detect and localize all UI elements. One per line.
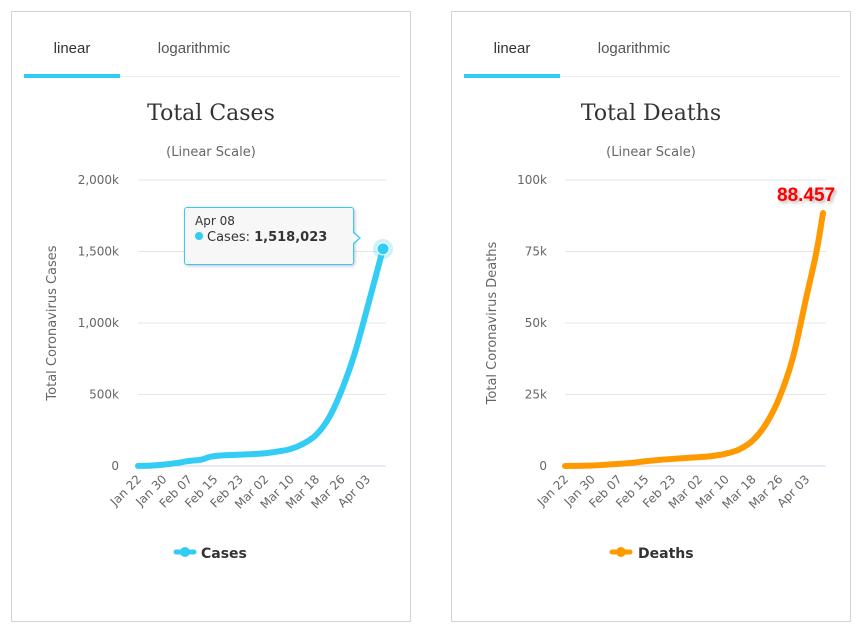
latest-value-annotation: 88.457 (777, 185, 836, 206)
tooltip-date: Apr 08 (195, 214, 235, 228)
deaths-chart: Total Deaths (Linear Scale) Total Corona… (485, 101, 826, 562)
tab-linear[interactable]: linear (24, 40, 120, 78)
series-deaths (562, 210, 826, 469)
tooltip-value: 1,518,023 (254, 230, 328, 245)
legend-symbol-icon (609, 547, 633, 557)
deaths-panel: linear logarithmic (451, 11, 851, 622)
active-tab-indicator (464, 74, 560, 78)
y-tick-label: 25k (525, 388, 547, 402)
tab-logarithmic[interactable]: logarithmic (574, 40, 694, 76)
tab-linear-label: linear (53, 40, 91, 57)
chart-title: Total Cases (147, 101, 275, 126)
tooltip-row: Cases: 1,518,023 (195, 230, 343, 245)
series-line-cases[interactable] (135, 245, 386, 469)
y-tick-label: 500k (89, 388, 119, 402)
y-axis-label: Total Coronavirus Deaths (485, 241, 500, 405)
legend-symbol-icon (173, 547, 197, 557)
y-tick-label: 100k (517, 173, 547, 187)
hovered-data-point[interactable] (376, 242, 390, 256)
tab-linear-label: linear (493, 40, 531, 57)
legend-label: Deaths (638, 546, 694, 562)
chart-subtitle: (Linear Scale) (166, 145, 256, 160)
chart-title: Total Deaths (581, 101, 721, 126)
y-axis-ticks: 0 25k 50k 75k 100k (517, 173, 547, 473)
series-dot-icon (195, 232, 203, 240)
y-tick-label: 1,500k (78, 245, 119, 259)
tooltip-arrow-inner (352, 232, 359, 244)
y-tick-label: 0 (111, 459, 119, 473)
scale-tabs: linear logarithmic (24, 36, 400, 78)
y-tick-label: 2,000k (78, 173, 119, 187)
cases-panel: linear logarithmic (11, 11, 411, 622)
series-line-deaths[interactable] (562, 210, 826, 469)
tab-logarithmic[interactable]: logarithmic (134, 40, 254, 76)
legend[interactable]: Cases (173, 546, 247, 562)
tooltip: Apr 08 Cases: 1,518,023 (184, 207, 361, 265)
legend-label: Cases (201, 546, 247, 562)
tab-linear[interactable]: linear (464, 40, 560, 78)
cases-chart: Total Cases (Linear Scale) Total Coronav… (45, 101, 393, 562)
active-tab-indicator (24, 74, 120, 78)
tab-logarithmic-label: logarithmic (157, 40, 231, 57)
tab-logarithmic-label: logarithmic (597, 40, 671, 57)
y-axis-label: Total Coronavirus Cases (45, 245, 60, 401)
series-cases (135, 238, 393, 469)
y-tick-label: 50k (525, 316, 547, 330)
y-tick-label: 0 (539, 459, 547, 473)
y-tick-label: 75k (525, 245, 547, 259)
gridlines (565, 179, 826, 467)
tooltip-series-name: Cases: (207, 230, 250, 245)
legend[interactable]: Deaths (609, 546, 694, 562)
scale-tabs: linear logarithmic (464, 36, 840, 78)
chart-subtitle: (Linear Scale) (606, 145, 696, 160)
y-axis-ticks: 0 500k 1,000k 1,500k 2,000k (78, 173, 119, 473)
y-tick-label: 1,000k (78, 316, 119, 330)
